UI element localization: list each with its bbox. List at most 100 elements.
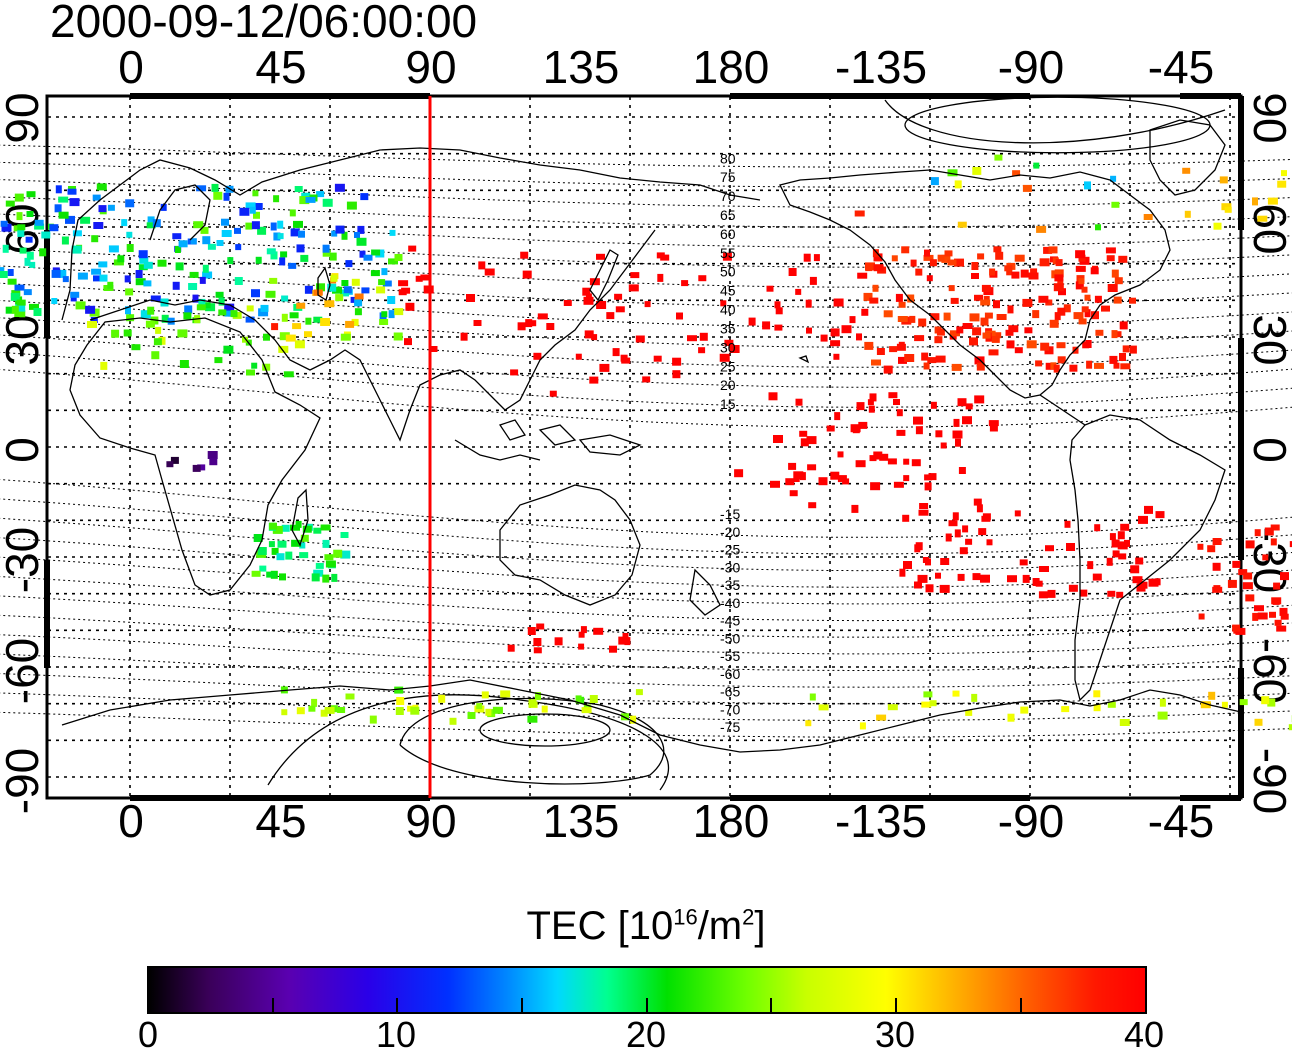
tec-point [952, 430, 963, 439]
tec-point [630, 715, 637, 724]
mlat-contour [0, 161, 1292, 188]
tec-point [868, 405, 875, 413]
tec-point [313, 527, 322, 534]
tec-point [1094, 362, 1104, 369]
tec-point [996, 314, 1007, 320]
tec-point [1095, 329, 1104, 336]
tec-point [325, 560, 336, 568]
tec-point [1069, 364, 1078, 372]
tec-point [1117, 541, 1128, 550]
tec-point [289, 312, 299, 319]
colorbar-minor-tick [770, 998, 772, 1012]
tec-point [252, 190, 259, 197]
tec-point [218, 309, 227, 316]
tec-point [269, 277, 278, 284]
tec-point [541, 705, 548, 713]
tec-point [980, 299, 991, 306]
tec-point [389, 229, 396, 236]
tec-point [1198, 613, 1205, 620]
tec-point [857, 272, 868, 279]
tec-point [1113, 296, 1122, 304]
mlat-contour [0, 614, 1292, 655]
tec-point [657, 273, 664, 282]
tec-point [1257, 612, 1268, 620]
x-tick-bottom: 180 [692, 795, 770, 847]
tec-point [1014, 347, 1023, 354]
tec-point [724, 339, 734, 346]
tec-point [536, 623, 545, 630]
tec-point [145, 320, 155, 328]
tec-point [331, 230, 338, 237]
tec-point [826, 425, 835, 432]
tec-point [117, 255, 125, 263]
tec-point [170, 456, 179, 464]
tec-point [294, 340, 305, 349]
tec-point [71, 245, 82, 254]
tec-point [1269, 611, 1276, 618]
tec-point [582, 287, 591, 296]
tec-point [517, 322, 526, 331]
tec-point [91, 268, 102, 275]
tec-point [34, 219, 44, 226]
tec-point [1245, 594, 1255, 602]
tec-point [863, 292, 873, 301]
tec-point [59, 269, 67, 278]
mlat-contour [0, 634, 1292, 672]
tec-point [1212, 562, 1221, 571]
tec-point [466, 294, 475, 302]
tec-point [762, 321, 771, 330]
tec-point [1020, 706, 1029, 714]
tec-point [956, 326, 964, 334]
tec-point [748, 317, 756, 326]
tec-point [1043, 246, 1053, 254]
tec-point [867, 399, 874, 406]
tec-point [1148, 578, 1159, 587]
tec-point [1049, 319, 1059, 328]
tec-point [1058, 288, 1066, 296]
tec-point [1219, 176, 1228, 184]
tec-point [1004, 265, 1013, 272]
tec-point [978, 528, 987, 536]
tec-point [155, 326, 162, 334]
tec-point [257, 547, 267, 555]
tec-point [178, 240, 188, 248]
tec-point [209, 458, 218, 466]
tec-point [995, 332, 1002, 339]
tec-point [1221, 203, 1232, 211]
tec-point [1112, 550, 1120, 558]
tec-point [995, 251, 1004, 260]
tec-point [251, 289, 260, 298]
tec-point [99, 274, 108, 282]
tec-point [363, 254, 373, 261]
tec-point [147, 306, 155, 315]
tec-point [345, 320, 355, 328]
tec-point [395, 707, 404, 715]
mlat-contour [0, 595, 1292, 638]
tec-point [1270, 538, 1277, 546]
tec-point [1232, 560, 1241, 568]
tec-point [879, 453, 889, 461]
tec-point [799, 430, 808, 437]
tec-point [937, 254, 945, 262]
tec-point [393, 332, 403, 341]
tec-point [202, 264, 209, 273]
tec-point [290, 524, 300, 531]
tec-point [262, 363, 271, 371]
tec-point [861, 308, 869, 316]
tec-point [121, 219, 128, 227]
tec-point [1075, 250, 1086, 259]
tec-point [954, 258, 964, 267]
tec-point [1030, 268, 1038, 277]
mlat-contour [0, 711, 1292, 738]
tec-point [152, 219, 161, 228]
tec-point [972, 327, 982, 336]
tec-point [177, 329, 188, 338]
tec-point [322, 574, 330, 583]
tec-point [935, 572, 941, 579]
tec-point [833, 353, 840, 360]
tec-point [174, 246, 181, 253]
mlat-contour [0, 673, 1292, 705]
tec-point [398, 280, 409, 287]
tec-point [1039, 566, 1049, 572]
tec-point [167, 317, 175, 325]
